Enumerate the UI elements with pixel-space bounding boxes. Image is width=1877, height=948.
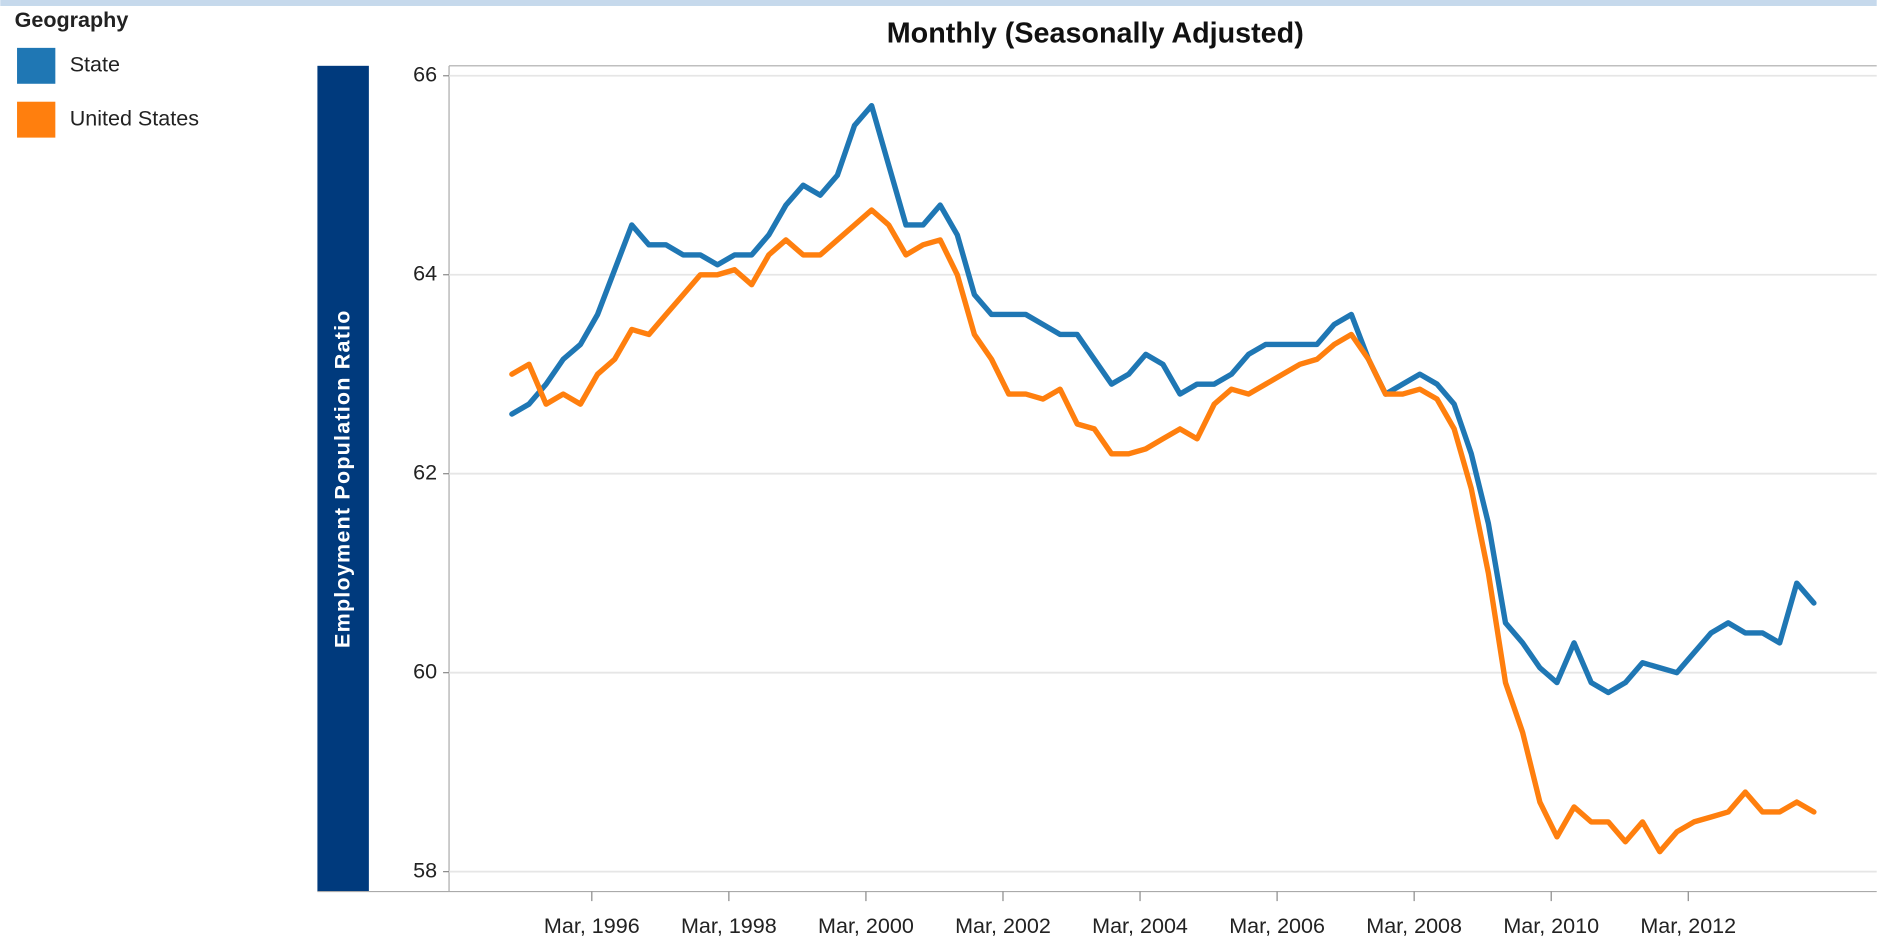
line-series [509, 102, 1817, 696]
x-tick-label: Mar, 2004 [1092, 914, 1188, 938]
legend-label: State [70, 53, 120, 77]
x-tick-label: Mar, 2010 [1503, 914, 1599, 938]
top-border [0, 0, 1877, 6]
y-tick-label: 58 [413, 858, 437, 882]
x-tick-label: Mar, 2006 [1229, 914, 1325, 938]
y-axis-band [317, 65, 369, 892]
x-tick-label: Mar, 2008 [1366, 914, 1462, 938]
legend-label: United States [70, 106, 199, 130]
x-tick-label: Mar, 1996 [544, 914, 640, 938]
legend-swatch [17, 47, 56, 84]
y-tick-label: 66 [413, 62, 437, 86]
chart-title: Monthly (Seasonally Adjusted) [887, 17, 1304, 49]
legend-swatch [17, 101, 56, 138]
x-tick-label: Mar, 2000 [818, 914, 914, 938]
x-tick-label: Mar, 2012 [1640, 914, 1736, 938]
x-tick-label: Mar, 1998 [681, 914, 777, 938]
y-tick-label: 60 [413, 659, 437, 683]
y-tick-label: 62 [413, 460, 437, 484]
line-series [509, 207, 1817, 855]
y-tick-label: 64 [413, 261, 437, 285]
y-axis-title: Employment Population Ratio [330, 309, 354, 648]
x-tick-label: Mar, 2002 [955, 914, 1051, 938]
legend-title: Geography [15, 8, 129, 32]
